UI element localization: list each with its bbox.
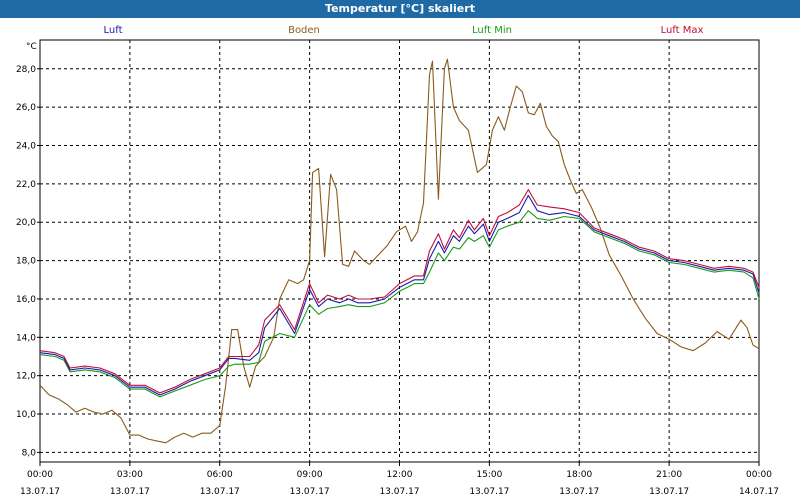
series-layer: [39, 58, 760, 444]
series-line-luft: [39, 194, 760, 396]
x-tick-time: 03:00: [117, 470, 143, 480]
x-tick-time: 18:00: [566, 470, 592, 480]
x-tick-time: 09:00: [297, 470, 323, 480]
y-tick-label: 28,0: [16, 65, 36, 75]
temperature-chart: 8,0 10,0 12,0 14,0 16,0 18,0 20,0 22,0 24,0 26,0 2…: [16, 25, 779, 497]
legend-luft-min: Luft Min: [472, 25, 512, 36]
series-line-boden: [39, 58, 760, 444]
x-tick-date: 13.07.17: [200, 487, 240, 497]
legend-boden: Boden: [288, 25, 320, 36]
series-line-luft-max: [39, 189, 760, 394]
y-tick-label: 14,0: [16, 333, 36, 343]
series-line-luft-min: [39, 210, 760, 398]
x-tick-date: 13.07.17: [649, 487, 689, 497]
x-tick-date: 13.07.17: [379, 487, 419, 497]
legend: Luft Boden Luft Min Luft Max: [104, 25, 704, 36]
y-tick-label: 16,0: [16, 295, 36, 305]
y-tick-label: 18,0: [16, 257, 36, 267]
x-tick-date: 13.07.17: [469, 487, 509, 497]
x-tick-time: 00:00: [746, 470, 772, 480]
y-tick-label: 24,0: [16, 142, 36, 152]
y-tick-label: 20,0: [16, 218, 36, 228]
x-tick-time: 21:00: [656, 470, 682, 480]
y-tick-label: 10,0: [16, 410, 36, 420]
x-tick-time: 00:00: [27, 470, 53, 480]
x-tick-time: 06:00: [207, 470, 233, 480]
y-tick-label: 22,0: [16, 180, 36, 190]
y-axis-label: °C: [26, 42, 37, 52]
x-tick-time: 15:00: [476, 470, 502, 480]
x-tick-date: 14.07.17: [739, 487, 779, 497]
y-tick-label: 8,0: [22, 448, 37, 458]
y-tick-label: 12,0: [16, 372, 36, 382]
window-title: Temperatur [°C] skaliert: [325, 2, 475, 15]
x-axis-ticks: 00:00 13.07.17 03:00 13.07.17 06:00 13.07.17 0…: [20, 462, 779, 497]
x-tick-date: 13.07.17: [20, 487, 60, 497]
x-tick-time: 12:00: [387, 470, 413, 480]
x-tick-date: 13.07.17: [290, 487, 330, 497]
y-axis-ticks: 8,0 10,0 12,0 14,0 16,0 18,0 20,0 22,0 24,0 26,0 2…: [16, 65, 40, 458]
legend-luft-max: Luft Max: [661, 25, 704, 36]
legend-luft: Luft: [104, 25, 123, 36]
x-tick-date: 13.07.17: [559, 487, 599, 497]
window-title-bar: Temperatur [°C] skaliert: [0, 0, 800, 18]
y-tick-label: 26,0: [16, 103, 36, 113]
x-tick-date: 13.07.17: [110, 487, 150, 497]
